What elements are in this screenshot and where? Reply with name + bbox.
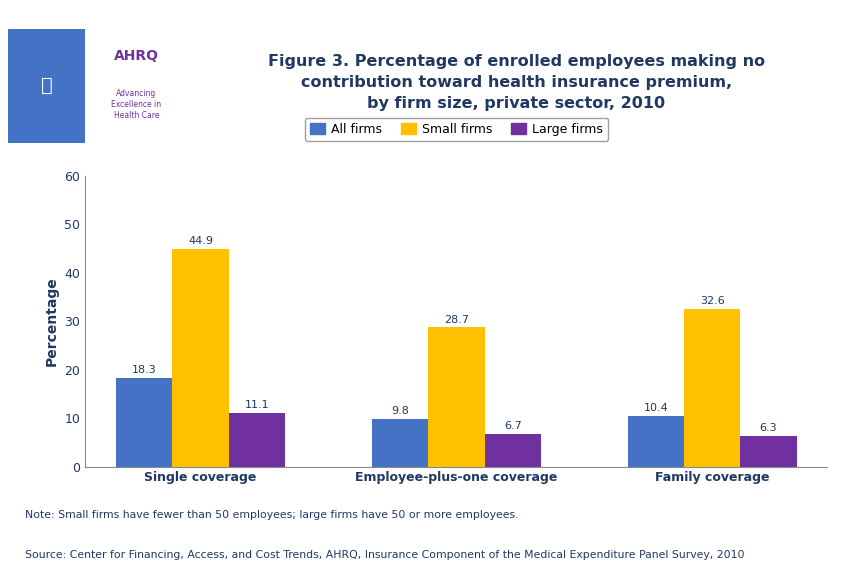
Bar — [172, 249, 228, 467]
Bar — [116, 378, 172, 467]
Bar — [371, 419, 428, 467]
Bar — [740, 436, 796, 467]
FancyBboxPatch shape — [8, 29, 85, 143]
Text: 🦅: 🦅 — [41, 75, 52, 94]
Text: Note: Small firms have fewer than 50 employees; large firms have 50 or more empl: Note: Small firms have fewer than 50 emp… — [26, 510, 518, 520]
Bar — [627, 416, 683, 467]
Text: Figure 3. Percentage of enrolled employees making no
contribution toward health : Figure 3. Percentage of enrolled employe… — [268, 54, 763, 111]
Text: 6.7: 6.7 — [504, 421, 521, 431]
Text: AHRQ: AHRQ — [113, 50, 158, 63]
Bar — [228, 413, 285, 467]
Legend: All firms, Small firms, Large firms: All firms, Small firms, Large firms — [304, 118, 607, 141]
Text: 28.7: 28.7 — [443, 314, 469, 324]
Text: 6.3: 6.3 — [759, 423, 776, 433]
Text: Advancing
Excellence in
Health Care: Advancing Excellence in Health Care — [111, 89, 161, 120]
Text: Source: Center for Financing, Access, and Cost Trends, AHRQ, Insurance Component: Source: Center for Financing, Access, an… — [26, 550, 744, 560]
Text: 10.4: 10.4 — [642, 403, 668, 413]
Text: 44.9: 44.9 — [187, 236, 213, 246]
Bar — [484, 434, 540, 467]
Text: 18.3: 18.3 — [131, 365, 157, 375]
Text: 32.6: 32.6 — [699, 295, 724, 306]
Y-axis label: Percentage: Percentage — [45, 276, 59, 366]
Bar — [683, 309, 740, 467]
Text: 11.1: 11.1 — [245, 400, 268, 410]
Text: 9.8: 9.8 — [391, 406, 408, 416]
Bar — [428, 327, 484, 467]
